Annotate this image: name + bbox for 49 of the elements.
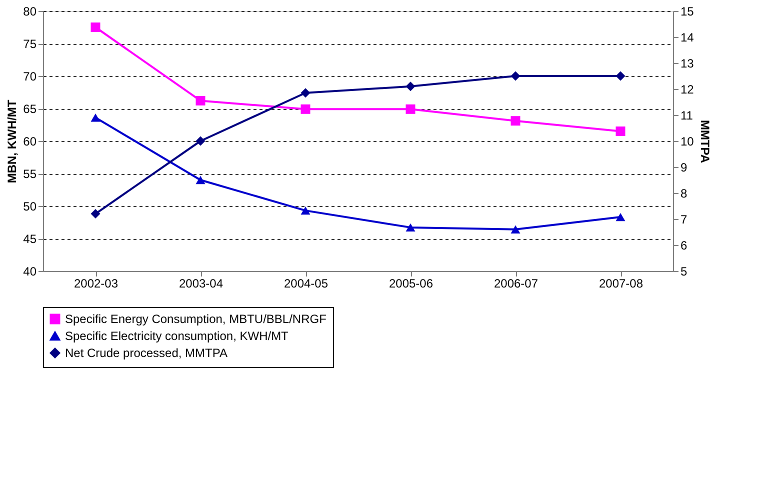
legend-label: Specific Electricity consumption, KWH/MT: [65, 329, 290, 343]
x-tick-label: 2005-06: [388, 276, 434, 290]
y2-tick-label: 6: [680, 238, 688, 252]
y-tick-label: 60: [23, 134, 37, 148]
y2-tick-label: 8: [680, 186, 688, 200]
y2-tick-label: 15: [680, 4, 694, 18]
point: [406, 104, 416, 114]
y2-tick-label: 11: [680, 108, 694, 122]
point: [196, 96, 206, 106]
y2-axis-title: MMTPA: [698, 120, 712, 164]
y-tick-label: 70: [23, 70, 37, 84]
point: [510, 225, 520, 234]
y-tick-label: 80: [23, 4, 37, 18]
y2-tick-label: 10: [680, 134, 694, 148]
y2-tick-label: 9: [680, 160, 688, 174]
point: [616, 126, 626, 136]
y-tick-label: 40: [23, 264, 37, 278]
y-tick-label: 65: [23, 102, 37, 116]
y2-tick-label: 14: [680, 30, 694, 44]
point: [406, 82, 416, 92]
y2-tick-label: 12: [680, 82, 694, 96]
point: [510, 116, 520, 126]
point: [90, 22, 100, 32]
point: [300, 206, 310, 215]
x-tick-label: 2007-08: [598, 276, 644, 290]
point: [196, 176, 206, 184]
y2-tick-label: 5: [680, 264, 688, 278]
point: [510, 71, 520, 81]
y2-tick-label: 7: [680, 212, 688, 226]
point: [90, 113, 100, 122]
x-tick-label: 2004-05: [284, 276, 328, 290]
point: [196, 136, 206, 146]
x-tick-label: 2006-07: [494, 276, 538, 290]
point: [300, 104, 310, 114]
y-tick-label: 45: [23, 232, 37, 246]
y2-tick-label: 13: [680, 56, 694, 70]
point: [616, 71, 626, 81]
y-tick-label: 50: [23, 200, 37, 214]
point: [616, 212, 626, 222]
legend-label: Specific Energy Consumption, MBTU/BBL/NRGF: [65, 312, 326, 326]
legend-label: Net Crude processed, MMTPA: [65, 346, 228, 360]
y-axis-title: MBN, KWH/MT: [5, 99, 20, 184]
y-tick-label: 75: [23, 37, 37, 51]
point: [90, 209, 100, 219]
point: [300, 88, 310, 98]
x-tick-label: 2003-04: [178, 276, 224, 290]
y-tick-label: 55: [23, 167, 37, 181]
x-tick-label: 2002-03: [74, 276, 118, 290]
point: [406, 223, 416, 232]
